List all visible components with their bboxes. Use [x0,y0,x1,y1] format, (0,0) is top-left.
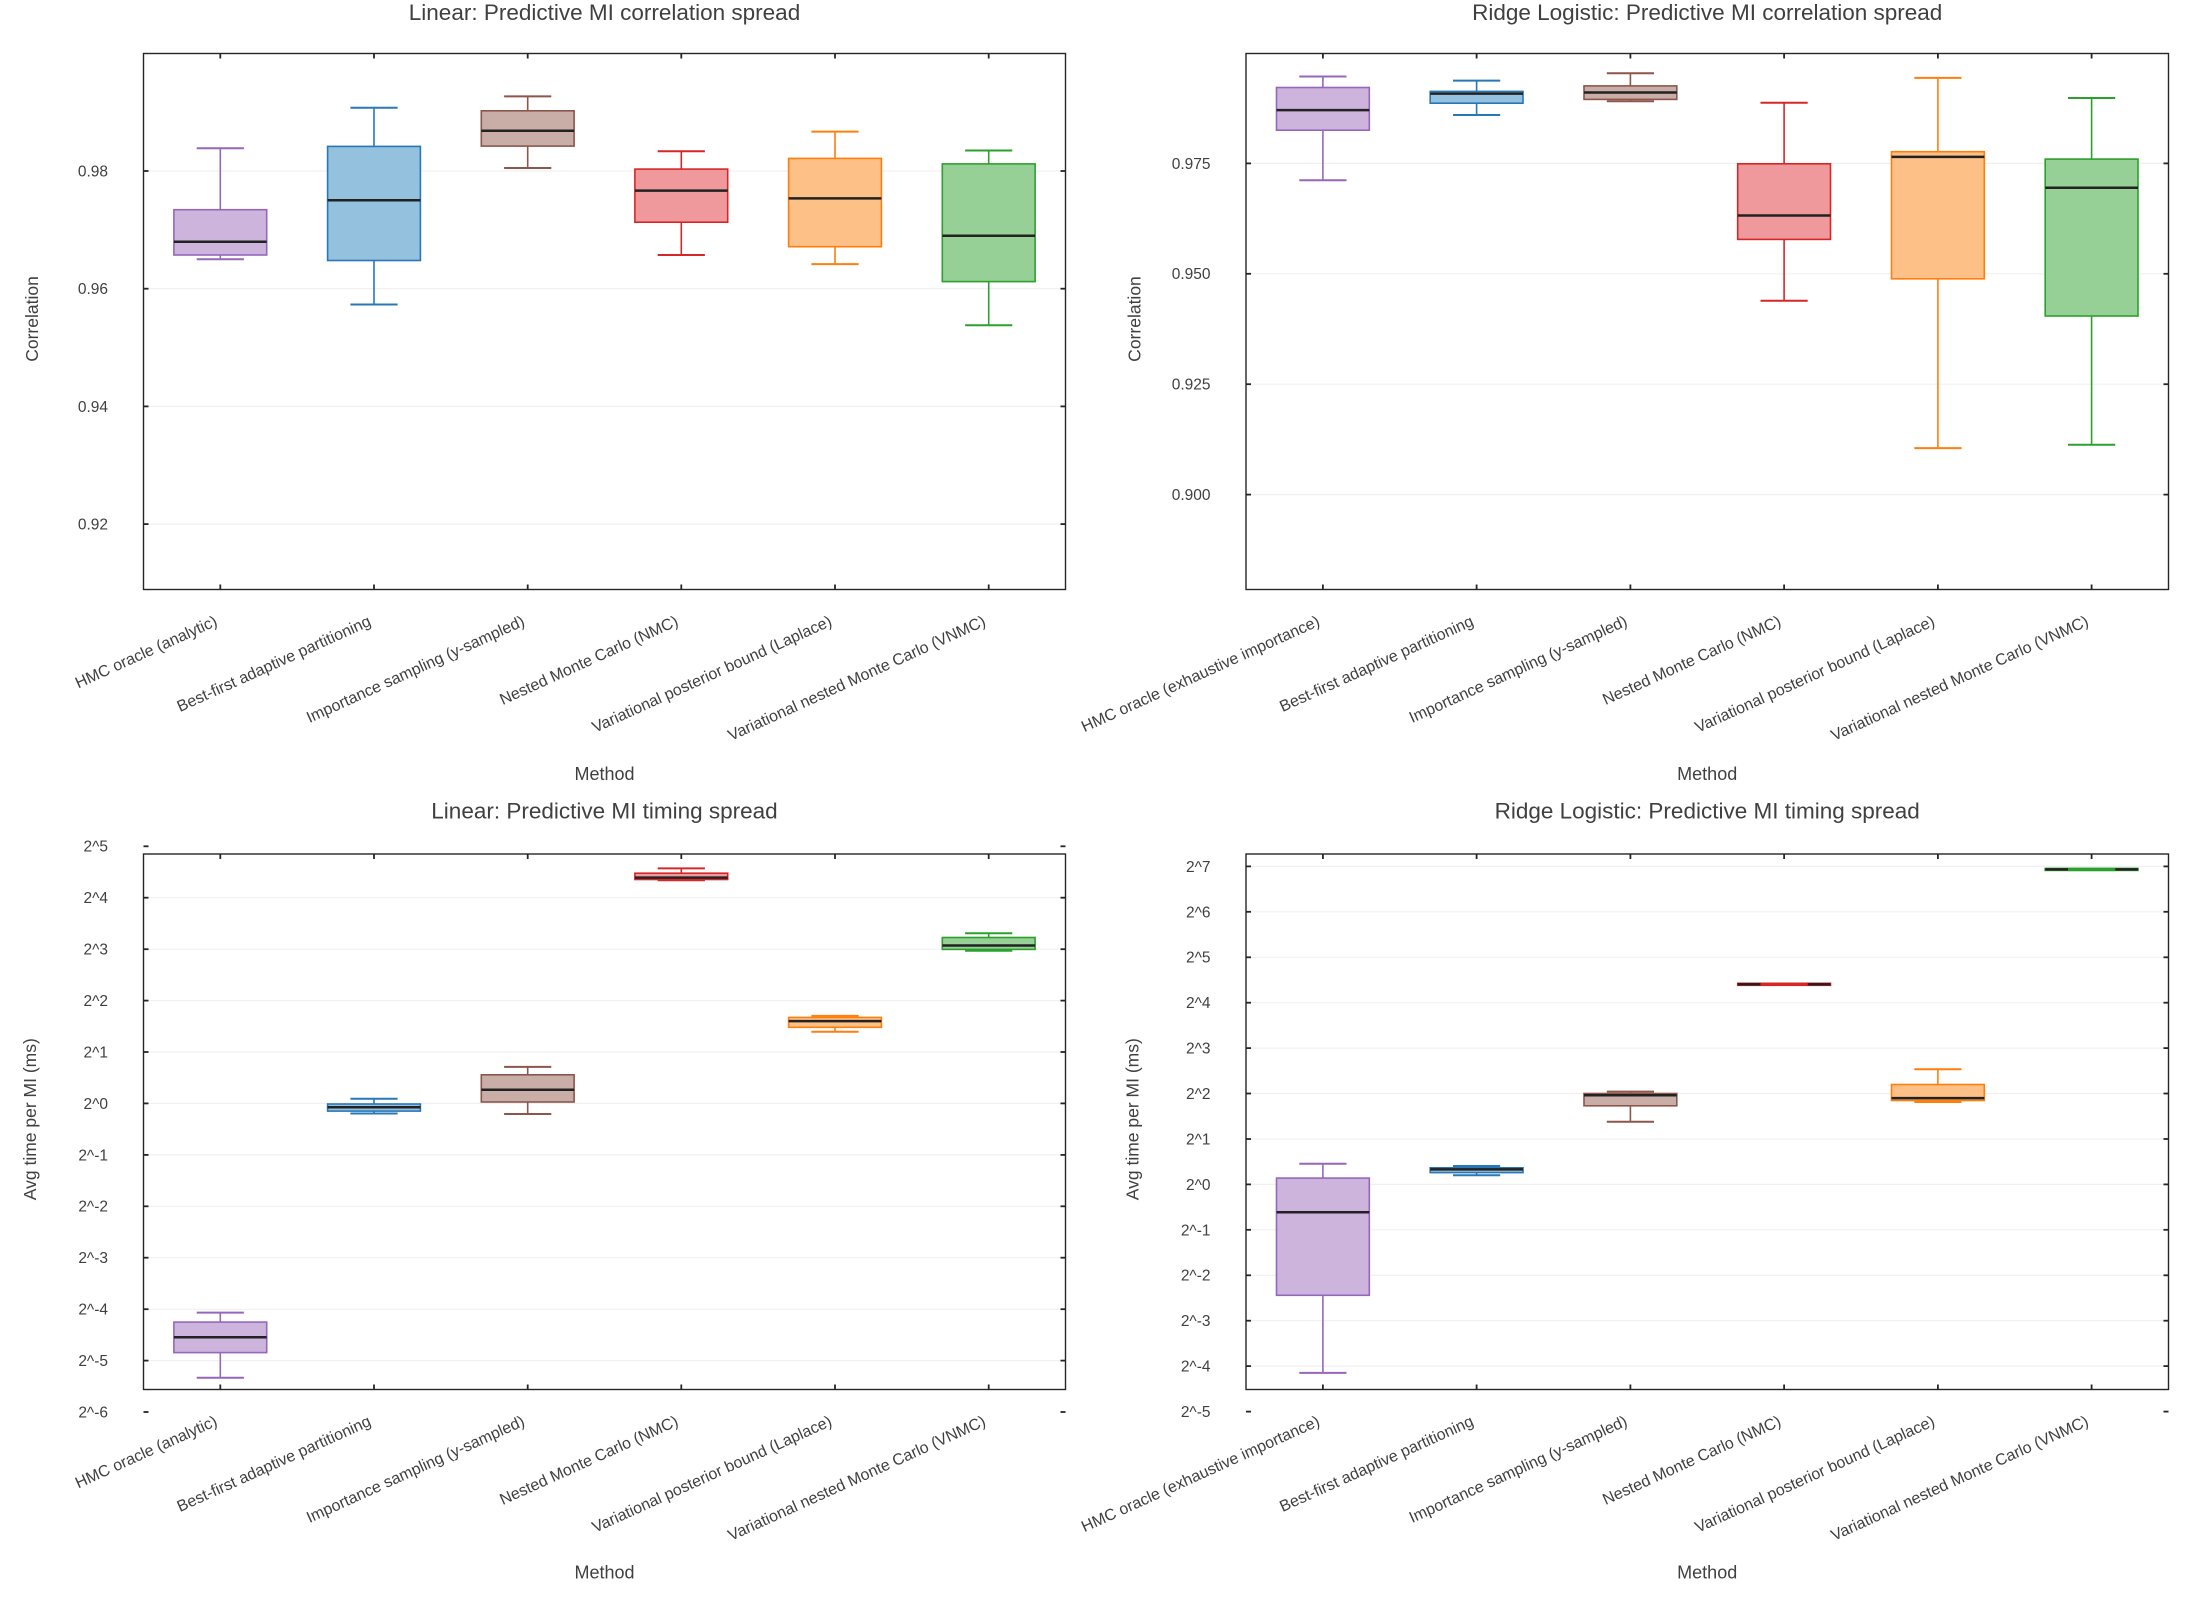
svg-text:2^2: 2^2 [83,993,108,1010]
svg-text:Correlation: Correlation [1125,276,1145,362]
svg-text:2^0: 2^0 [83,1096,108,1113]
svg-text:Method: Method [574,1562,634,1582]
svg-text:2^-3: 2^-3 [78,1250,108,1267]
svg-text:2^5: 2^5 [1186,950,1211,967]
svg-text:0.94: 0.94 [78,399,109,416]
svg-text:2^-1: 2^-1 [1181,1222,1211,1239]
svg-text:Avg time per MI (ms): Avg time per MI (ms) [20,1038,40,1200]
svg-text:2^2: 2^2 [1186,1086,1211,1103]
svg-text:Correlation: Correlation [22,276,42,362]
svg-text:0.900: 0.900 [1172,487,1211,504]
svg-text:2^7: 2^7 [1186,859,1211,876]
svg-text:Linear: Predictive MI correlat: Linear: Predictive MI correlation spread [409,0,800,25]
svg-text:2^0: 2^0 [1186,1177,1211,1194]
svg-text:Ridge Logistic: Predictive MI: Ridge Logistic: Predictive MI timing spr… [1495,799,1920,824]
svg-text:2^1: 2^1 [83,1044,108,1061]
svg-text:Method: Method [1677,1562,1737,1582]
svg-text:2^3: 2^3 [83,942,108,959]
svg-text:0.96: 0.96 [78,281,108,298]
svg-text:0.975: 0.975 [1172,156,1211,173]
svg-text:2^6: 2^6 [1186,904,1211,921]
svg-text:2^-5: 2^-5 [78,1353,108,1370]
svg-text:Method: Method [574,764,634,784]
svg-text:Linear: Predictive MI timing s: Linear: Predictive MI timing spread [431,799,777,824]
svg-text:0.950: 0.950 [1172,266,1211,283]
svg-text:0.925: 0.925 [1172,377,1211,394]
svg-text:2^4: 2^4 [1186,995,1211,1012]
svg-text:2^-5: 2^-5 [1181,1404,1211,1421]
svg-text:2^1: 2^1 [1186,1131,1211,1148]
svg-text:2^-2: 2^-2 [1181,1268,1211,1285]
svg-text:0.92: 0.92 [78,517,108,534]
svg-text:2^-2: 2^-2 [78,1199,108,1216]
svg-text:2^4: 2^4 [83,890,108,907]
svg-text:2^-4: 2^-4 [1181,1359,1211,1376]
svg-text:2^5: 2^5 [83,839,108,856]
svg-text:Method: Method [1677,764,1737,784]
svg-text:2^-1: 2^-1 [78,1147,108,1164]
svg-text:2^-3: 2^-3 [1181,1313,1211,1330]
svg-text:2^-4: 2^-4 [78,1302,108,1319]
svg-text:2^3: 2^3 [1186,1041,1211,1058]
svg-text:2^-6: 2^-6 [78,1405,108,1422]
svg-text:0.98: 0.98 [78,163,108,180]
svg-text:Ridge Logistic: Predictive MI: Ridge Logistic: Predictive MI correlatio… [1472,0,1942,25]
svg-text:Avg time per MI (ms): Avg time per MI (ms) [1123,1038,1143,1200]
